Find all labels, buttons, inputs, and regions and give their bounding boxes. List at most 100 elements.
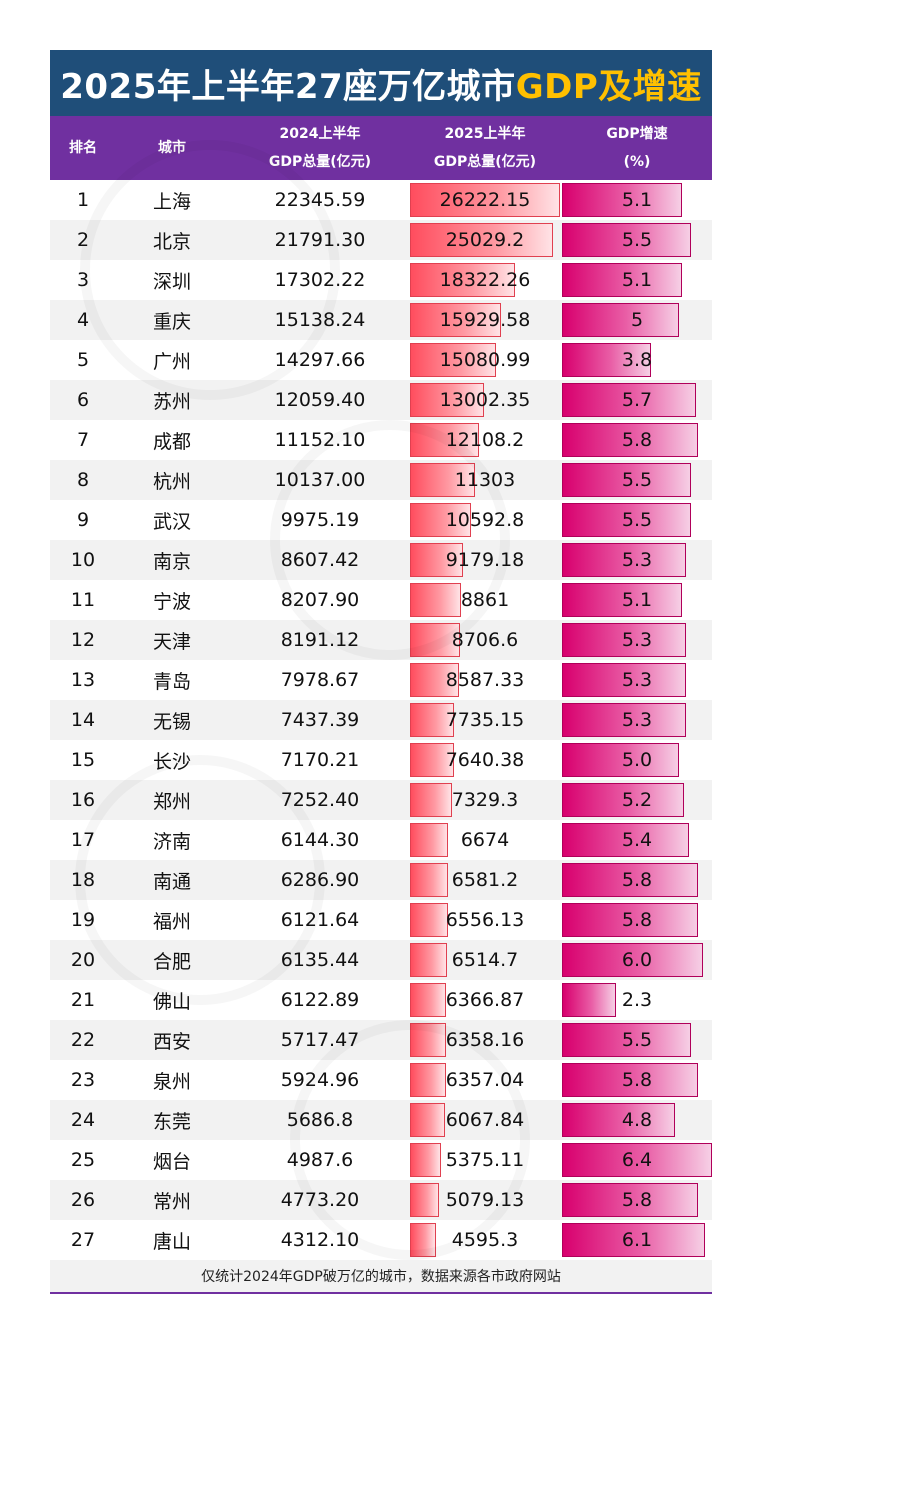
rank-cell: 27 [50,1220,116,1260]
gdp-2025-cell-text: 6556.13 [445,909,525,931]
growth-cell-text: 2.3 [621,989,653,1011]
gdp-2025-cell-text: 6366.87 [445,989,525,1011]
gdp-2025-bar [410,303,502,337]
growth-cell: 5.5 [562,500,712,540]
city-cell-text: 泉州 [152,1070,191,1093]
header-gdp-2025-line1: 2025上半年 [444,126,526,142]
gdp-2024-cell-text: 5686.8 [286,1109,354,1131]
growth-cell-text: 5.3 [621,629,653,651]
table-row: 13 青岛 7978.67 8587.33 5.3 [50,660,712,700]
gdp-2025-bar [410,1223,437,1257]
gdp-2024-cell: 5717.47 [228,1020,412,1060]
gdp-2025-bar [410,223,554,257]
gdp-2025-bar [410,943,448,977]
gdp-2024-cell-text: 6135.44 [280,949,360,971]
gdp-2024-cell-text: 8207.90 [280,589,360,611]
growth-bar [562,543,687,577]
gdp-2024-cell-text: 8191.12 [280,629,360,651]
growth-cell-text: 4.8 [621,1109,653,1131]
table-row: 17 济南 6144.30 6674 5.4 [50,820,712,860]
growth-bar [562,503,691,537]
table-row: 5 广州 14297.66 15080.99 3.8 [50,340,712,380]
gdp-2025-bar [410,343,497,377]
gdp-2025-cell-text: 7735.15 [445,709,525,731]
gdp-2024-cell: 6135.44 [228,940,412,980]
growth-cell-text: 5.3 [621,669,653,691]
gdp-2025-cell: 6358.16 [410,1020,560,1060]
growth-bar [562,903,698,937]
rank-cell: 20 [50,940,116,980]
gdp-2024-cell-text: 7437.39 [280,709,360,731]
gdp-2025-cell: 7735.15 [410,700,560,740]
gdp-table: 2025年上半年27座万亿城市 GDP及增速 排名 城市 2024上半年 GDP总… [50,50,712,1294]
gdp-2025-cell: 8587.33 [410,660,560,700]
gdp-2025-cell: 6514.7 [410,940,560,980]
gdp-2025-cell: 4595.3 [410,1220,560,1260]
growth-cell: 5.3 [562,700,712,740]
gdp-2025-cell-text: 5375.11 [445,1149,525,1171]
city-cell-text: 无锡 [152,710,191,733]
growth-cell-text: 6.0 [621,949,653,971]
growth-cell: 5.5 [562,220,712,260]
city-cell-text: 重庆 [152,310,191,333]
gdp-2025-cell: 8706.6 [410,620,560,660]
gdp-2025-bar [410,1143,441,1177]
header-growth: GDP增速 (%) [562,116,712,180]
rank-cell: 13 [50,660,116,700]
gdp-2024-cell: 5924.96 [228,1060,412,1100]
growth-cell-text: 5.0 [621,749,653,771]
gdp-2024-cell-text: 12059.40 [274,389,366,411]
gdp-2025-cell-text: 8861 [460,589,510,611]
growth-cell-text: 5.5 [621,469,653,491]
growth-cell-text: 5.3 [621,709,653,731]
rank-cell: 12 [50,620,116,660]
growth-cell: 5.8 [562,900,712,940]
rank-cell-text: 22 [70,1029,96,1051]
title-highlight: GDP及增速 [515,66,702,107]
table-row: 8 杭州 10137.00 11303 5.5 [50,460,712,500]
rank-cell: 21 [50,980,116,1020]
gdp-2025-bar [410,503,471,537]
table-row: 3 深圳 17302.22 18322.26 5.1 [50,260,712,300]
rank-cell-text: 23 [70,1069,96,1091]
gdp-2025-cell-text: 15929.58 [439,309,531,331]
gdp-2025-cell: 15080.99 [410,340,560,380]
gdp-2025-cell-text: 18322.26 [439,269,531,291]
gdp-2025-bar [410,1103,445,1137]
growth-bar [562,583,682,617]
gdp-2024-cell: 10137.00 [228,460,412,500]
city-cell-text: 南京 [152,550,191,573]
gdp-2025-cell: 26222.15 [410,180,560,220]
growth-bar [562,1183,698,1217]
gdp-2025-cell: 13002.35 [410,380,560,420]
gdp-2024-cell-text: 7252.40 [280,789,360,811]
city-cell-text: 苏州 [152,390,191,413]
city-cell-text: 常州 [152,1190,191,1213]
table-row: 26 常州 4773.20 5079.13 5.8 [50,1180,712,1220]
growth-bar [562,743,680,777]
gdp-2025-cell-text: 5079.13 [445,1189,525,1211]
growth-cell: 5.8 [562,420,712,460]
gdp-2025-bar [410,583,461,617]
table-row: 19 福州 6121.64 6556.13 5.8 [50,900,712,940]
rank-cell: 10 [50,540,116,580]
growth-bar [562,863,698,897]
growth-bar [562,1023,691,1057]
gdp-2025-bar [410,703,455,737]
rank-cell-text: 6 [76,389,90,411]
gdp-2025-bar [410,1023,447,1057]
growth-cell: 5.0 [562,740,712,780]
city-cell-text: 合肥 [152,950,191,973]
rank-cell: 24 [50,1100,116,1140]
city-cell: 苏州 [116,380,228,420]
gdp-2024-cell-text: 6144.30 [280,829,360,851]
growth-cell: 5.5 [562,460,712,500]
gdp-2024-cell: 5686.8 [228,1100,412,1140]
rank-cell-text: 13 [70,669,96,691]
growth-cell-text: 5.8 [621,429,653,451]
city-cell: 武汉 [116,500,228,540]
gdp-2024-cell: 17302.22 [228,260,412,300]
growth-bar [562,943,703,977]
rank-cell-text: 27 [70,1229,96,1251]
growth-bar [562,823,689,857]
